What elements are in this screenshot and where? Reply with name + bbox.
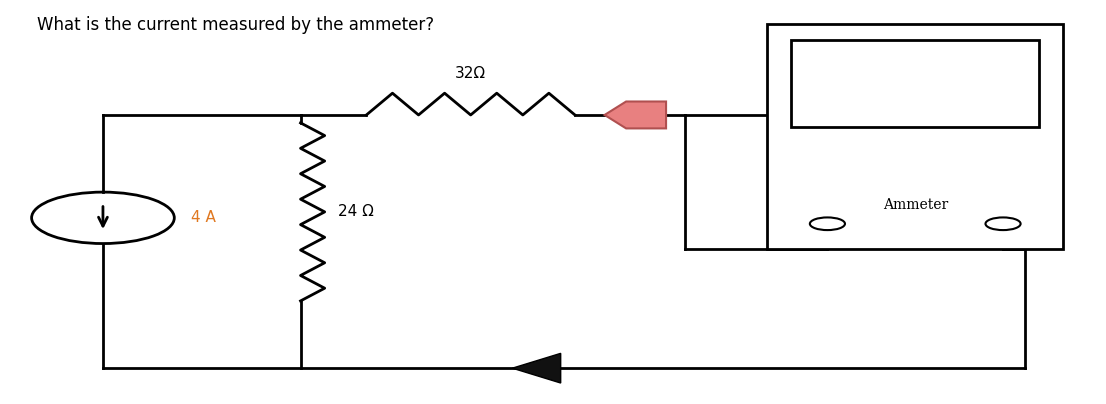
Text: Ammeter: Ammeter bbox=[883, 198, 948, 212]
Text: 32Ω: 32Ω bbox=[455, 66, 487, 81]
Bar bbox=[791, 40, 1040, 127]
Polygon shape bbox=[512, 354, 561, 383]
Text: 4 A: 4 A bbox=[190, 210, 216, 225]
Circle shape bbox=[810, 217, 845, 230]
Circle shape bbox=[985, 217, 1021, 230]
Bar bbox=[768, 24, 1063, 250]
Text: 24 Ω: 24 Ω bbox=[337, 204, 374, 219]
Text: What is the current measured by the ammeter?: What is the current measured by the amme… bbox=[38, 16, 435, 34]
Polygon shape bbox=[605, 101, 666, 128]
